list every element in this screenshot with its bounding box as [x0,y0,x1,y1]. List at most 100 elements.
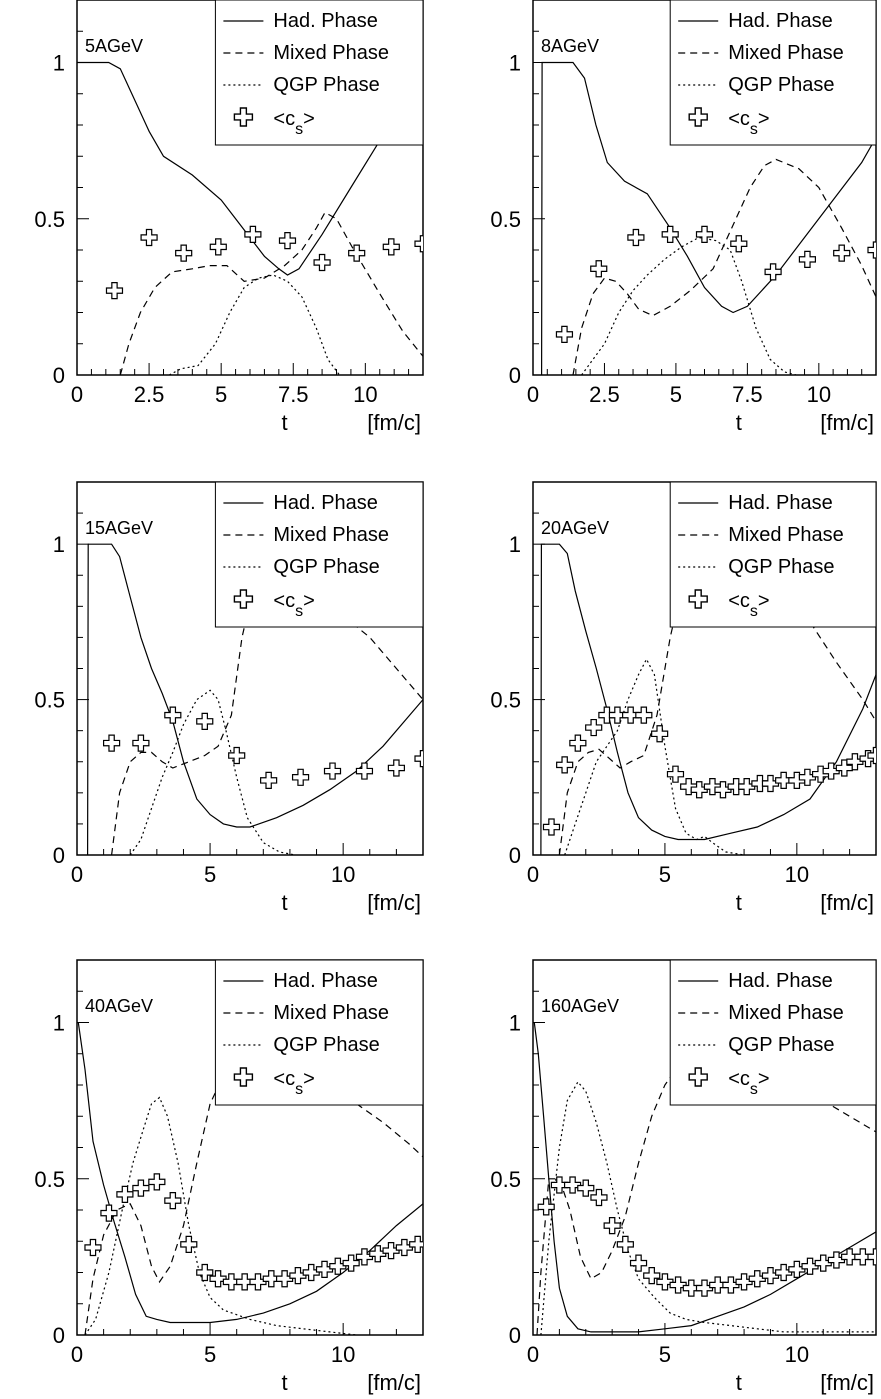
x-tick-label: 0 [71,1342,83,1367]
cs-marker [761,774,780,793]
cs-marker [387,759,405,777]
cs-marker [105,282,124,300]
series-line-mixed-phase [111,583,423,855]
y-tick-label: 1 [53,51,65,76]
x-tick-label: 2.5 [134,382,165,407]
cs-marker [116,1185,134,1203]
cs-marker [414,750,423,768]
x-tick-label: 10 [353,382,377,407]
cs-marker [395,1238,413,1257]
cs-marker [278,232,297,250]
cs-marker [180,1235,198,1253]
cs-marker [627,228,645,247]
cs-marker [313,253,331,272]
chart-panel: 0 5 10 0 0.5 1 t [fm/c] Had. Phase Mixed Phase QGP… [34,481,424,915]
y-tick-label: 1 [53,532,65,557]
y-tick-label: 0 [53,1323,65,1348]
cs-marker [585,718,603,737]
legend-box [214,481,424,628]
cs-marker [735,1273,753,1291]
panel-energy-label: 160AGeV [541,996,619,1016]
legend-label: QGP Phase [728,556,834,578]
series-line-had-phase [86,543,423,855]
x-tick-label: 10 [807,382,831,407]
cs-marker [690,781,708,799]
series-line-qgp-phase [540,1080,876,1335]
cs-marker [722,1276,740,1294]
x-axis-label: t [282,410,288,435]
cs-marker [798,768,816,786]
x-tick-label: 0 [71,382,83,407]
cs-marker [382,238,400,256]
cs-marker [209,1270,227,1288]
cs-marker [228,746,246,765]
series-line-mixed-phase [572,158,876,375]
series-line-had-phase [533,1022,876,1333]
legend-label: Had. Phase [728,10,833,32]
series-line-qgp-phase [564,657,745,855]
cs-marker [276,1270,294,1288]
cs-marker [622,706,640,724]
x-tick-label: 10 [785,1342,809,1367]
cs-marker [775,771,793,789]
cs-marker [382,1242,400,1260]
cs-marker [348,244,366,262]
cs-marker [867,1248,876,1266]
x-tick-label: 0 [527,382,539,407]
cs-marker [775,1263,793,1282]
cs-marker [164,706,182,724]
cs-marker [814,1254,832,1272]
cs-marker [323,762,342,780]
y-tick-label: 0 [53,843,65,868]
legend-label: QGP Phase [728,74,834,96]
series-line-qgp-phase [581,236,797,375]
cs-marker [738,778,756,796]
cs-marker [833,244,851,262]
y-tick-label: 0 [509,1323,521,1348]
chart-panel: 0 2.5 5 7.5 10 0 0.5 1 t [fm/c] Had. Phase Mixed Ph… [34,0,424,435]
cs-marker [132,1179,150,1197]
y-tick-label: 0.5 [490,207,521,232]
y-tick-label: 0 [509,363,521,388]
x-tick-label: 0 [527,862,539,887]
cs-marker [854,1248,872,1266]
cs-marker [342,1254,360,1272]
cs-marker [748,1270,766,1288]
cs-marker [555,325,574,343]
chart-panel: 0 5 10 0 0.5 1 t [fm/c] Had. Phase Mixed Phase QGP… [490,959,877,1395]
series-line-qgp-phase [169,274,340,375]
y-tick-label: 1 [509,51,521,76]
series-line-qgp-phase [84,1096,357,1335]
cs-marker [302,1263,320,1282]
legend-box [214,0,424,146]
series-group [77,61,423,375]
cs-marker [260,771,278,789]
cs-marker [801,1257,819,1275]
legend-label: QGP Phase [273,74,379,96]
x-tick-label: 0 [527,1342,539,1367]
panel-energy-label: 8AGeV [541,36,599,56]
cs-marker [680,778,698,796]
cs-marker [730,235,748,253]
legend-label: Mixed Phase [273,42,389,64]
cs-marker [262,1270,280,1288]
cs-marker [846,753,864,771]
cs-marker [315,1260,334,1278]
cs-marker [695,225,714,243]
cs-marker [209,238,227,256]
cs-marker [764,263,782,281]
y-tick-label: 0.5 [34,688,65,713]
cs-marker [148,1173,166,1191]
series-line-had-phase [540,543,876,855]
series-line-had-phase [77,1022,423,1324]
cs-marker [714,781,732,799]
legend-label: Had. Phase [728,492,833,514]
cs-marker [798,250,816,268]
legend-box [669,959,877,1106]
cs-marker [867,241,876,259]
cs-marker [841,1248,859,1266]
cs-marker [289,1267,307,1285]
legend-label: QGP Phase [273,556,379,578]
legend-swatch [233,1067,254,1087]
y-tick-label: 0.5 [490,1167,521,1192]
